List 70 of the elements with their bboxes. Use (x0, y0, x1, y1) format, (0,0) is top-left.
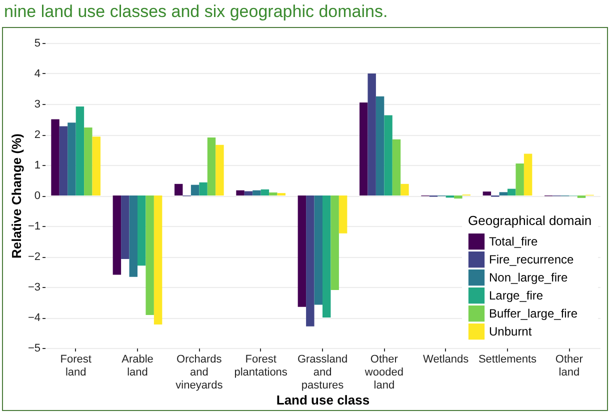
bar (508, 188, 516, 196)
bar (376, 96, 384, 196)
y-axis-title: Relative Change (%) (8, 134, 24, 258)
y-tick-label: −3 (28, 282, 40, 294)
bar (260, 189, 270, 196)
bar (154, 196, 162, 325)
legend-label: Non_large_fire (489, 270, 568, 284)
bar (392, 139, 401, 196)
y-tick-label: −4 (28, 312, 40, 324)
bar (360, 102, 368, 196)
bar (368, 74, 376, 196)
chart-title: nine land use classes and six geographic domains. (3, 1, 389, 23)
bar (236, 190, 244, 196)
y-tick-label: 4 (34, 68, 40, 80)
x-tick-label: Arable land (122, 354, 154, 378)
y-tick-label: 5 (34, 38, 40, 50)
y-tick-label: 1 (34, 160, 40, 172)
y-tick-label: −1 (28, 220, 40, 232)
legend-label: Unburnt (489, 324, 532, 338)
x-tick-label: Forest land (60, 354, 92, 378)
bar (400, 184, 409, 196)
bar (121, 196, 130, 259)
bar (338, 196, 348, 234)
legend-label: Large_fire (489, 288, 544, 302)
x-tick-label: Other land (555, 354, 584, 378)
bar (92, 136, 100, 196)
bar (112, 196, 122, 275)
bar (138, 196, 146, 266)
bar (516, 163, 524, 196)
legend-title: Geographical domain (468, 213, 592, 228)
bar (51, 119, 60, 196)
x-tick-label: Grassland and pastures (297, 354, 348, 392)
bar (244, 191, 253, 196)
bar (59, 126, 68, 196)
bar (330, 196, 339, 290)
y-tick-label: −2 (28, 251, 40, 263)
bar (190, 184, 200, 196)
bar (68, 122, 76, 196)
bar (129, 196, 138, 277)
bar (174, 184, 183, 196)
bar (384, 115, 392, 196)
bar (298, 196, 306, 307)
bar (252, 190, 261, 196)
x-tick-label: Forest plantations (234, 354, 288, 378)
bar (146, 196, 154, 316)
legend-label: Total_fire (489, 234, 538, 248)
bar (269, 192, 278, 196)
legend-label: Buffer_large_fire (489, 306, 578, 320)
bar (524, 154, 532, 196)
x-tick-label: Wetlands (423, 354, 470, 366)
bar (306, 196, 314, 326)
y-tick-label: 0 (34, 190, 40, 202)
bar (76, 106, 84, 196)
bar (322, 196, 331, 318)
legend-label: Fire_recurrence (489, 252, 574, 266)
x-tick-label: Orchards and vineyards (176, 354, 224, 392)
bar (314, 196, 322, 305)
x-tick-label: Other wooded land (364, 354, 404, 392)
bar (454, 196, 462, 199)
bar (207, 138, 216, 196)
y-tick-label: 2 (34, 129, 40, 141)
y-tick-label: −5 (28, 342, 40, 354)
x-axis-title: Land use class (276, 392, 370, 408)
x-tick-label: Settlements (478, 354, 538, 366)
bar (216, 144, 224, 196)
bar (499, 192, 508, 196)
y-tick-label: 3 (34, 98, 40, 110)
bar (199, 182, 208, 196)
bar (84, 127, 92, 196)
bar (482, 192, 492, 196)
